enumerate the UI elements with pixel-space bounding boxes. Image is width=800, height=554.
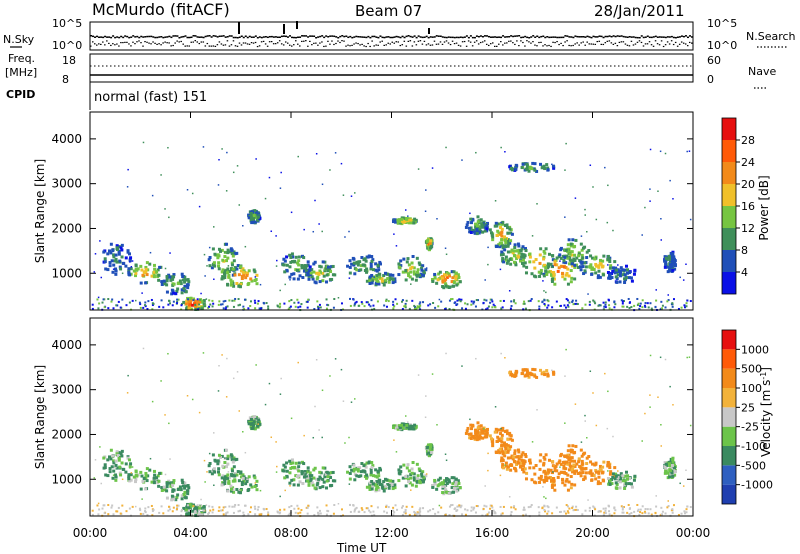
colorbar-tick: -500 [741, 459, 766, 472]
colorbar-tick: 1000 [741, 343, 769, 356]
colorbar-segment [722, 250, 736, 272]
noise-tick-bottom-right: 10^0 [707, 39, 737, 52]
ytick-label: 2000 [51, 221, 82, 235]
colorbar-segment [722, 118, 736, 140]
colorbar-tick: -100 [741, 440, 766, 453]
colorbar-segment [722, 484, 736, 504]
nsearch-label: N.Search [746, 30, 796, 43]
colorbar-tick: 500 [741, 363, 762, 376]
colorbar-segment [722, 206, 736, 228]
colorbar-tick: 24 [741, 156, 755, 169]
nave-label: Nave [748, 65, 776, 78]
colorbar-segment [722, 184, 736, 206]
colorbar-segment [722, 330, 736, 350]
colorbar-tick: 16 [741, 200, 755, 213]
cpid-label: CPID [6, 88, 35, 101]
nave-tick-bottom: 0 [707, 73, 714, 86]
colorbar-tick: 28 [741, 134, 755, 147]
freq-label: Freq. [8, 52, 35, 65]
beam-title: Beam 07 [355, 2, 423, 20]
station-title: McMurdo (fitACF) [92, 0, 230, 19]
colorbar-segment [722, 388, 736, 408]
xtick-label: 00:00 [676, 526, 711, 540]
ytick-label: 1000 [51, 266, 82, 280]
colorbar-tick: 20 [741, 178, 755, 191]
colorbar-tick: 12 [741, 222, 755, 235]
colorbar-tick: -25 [741, 421, 759, 434]
freq-tick-top: 18 [62, 54, 76, 67]
noise-tick-bottom-left: 10^0 [52, 39, 82, 52]
colorbar-tick: 4 [741, 266, 748, 279]
colorbar-segment [722, 228, 736, 250]
power-colorbar-label: Power [dB] [757, 175, 771, 240]
xtick-label: 16:00 [475, 526, 510, 540]
velocity-panel: 1000 2000 3000 4000 00:00 04:00 08:00 12:00 16:… [33, 112, 710, 554]
colorbar-segment [722, 465, 736, 485]
velocity-colorbar: 1000 500 100 25 -25 -100 -500 -1000 Velocity [m… [721, 329, 774, 505]
power-colorbar: 4 8 12 16 20 24 28 Power [dB] [721, 117, 771, 295]
colorbar-segment [722, 162, 736, 184]
xtick-label: 20:00 [575, 526, 610, 540]
colorbar-segment [722, 140, 736, 162]
freq-strip: Freq. [MHz] 18 8 60 0 Nave CPID [5, 52, 776, 110]
colorbar-segment [722, 272, 736, 294]
velocity-colorbar-label: Velocity [m s-1] [759, 367, 774, 457]
nave-tick-top: 60 [707, 54, 721, 67]
xtick-label: 00:00 [73, 526, 108, 540]
velocity-xlabel: Time UT [336, 541, 387, 554]
noise-strip: N.Sky 10^5 10^0 10^5 10^0 N.Search [3, 17, 796, 52]
cpid-text: normal (fast) 151 [94, 90, 208, 105]
noise-tick-top-right: 10^5 [707, 17, 737, 30]
xtick-label: 12:00 [374, 526, 409, 540]
ytick-label: 4000 [51, 338, 82, 352]
colorbar-segment [722, 368, 736, 388]
xtick-label: 08:00 [274, 526, 309, 540]
colorbar-tick: -1000 [741, 479, 773, 492]
nsky-label: N.Sky [3, 33, 35, 46]
freq-tick-bottom: 8 [62, 73, 69, 86]
noise-tick-top-left: 10^5 [52, 17, 82, 30]
velocity-ylabel: Slant Range [km] [33, 365, 47, 469]
colorbar-tick: 25 [741, 401, 755, 414]
colorbar-segment [722, 446, 736, 466]
power-panel: 1000 2000 3000 4000 Slant Range [km] [33, 111, 694, 312]
date-title: 28/Jan/2011 [594, 2, 685, 20]
colorbar-segment [722, 426, 736, 446]
colorbar-tick: 8 [741, 244, 748, 257]
colorbar-segment [722, 407, 736, 427]
xtick-label: 04:00 [173, 526, 208, 540]
colorbar-tick: 100 [741, 382, 762, 395]
ytick-label: 4000 [51, 132, 82, 146]
ytick-label: 3000 [51, 177, 82, 191]
freq-unit: [MHz] [5, 66, 37, 79]
ytick-label: 3000 [51, 383, 82, 397]
colorbar-segment [722, 349, 736, 369]
ytick-label: 1000 [51, 472, 82, 486]
ytick-label: 2000 [51, 427, 82, 441]
power-ylabel: Slant Range [km] [33, 159, 47, 263]
